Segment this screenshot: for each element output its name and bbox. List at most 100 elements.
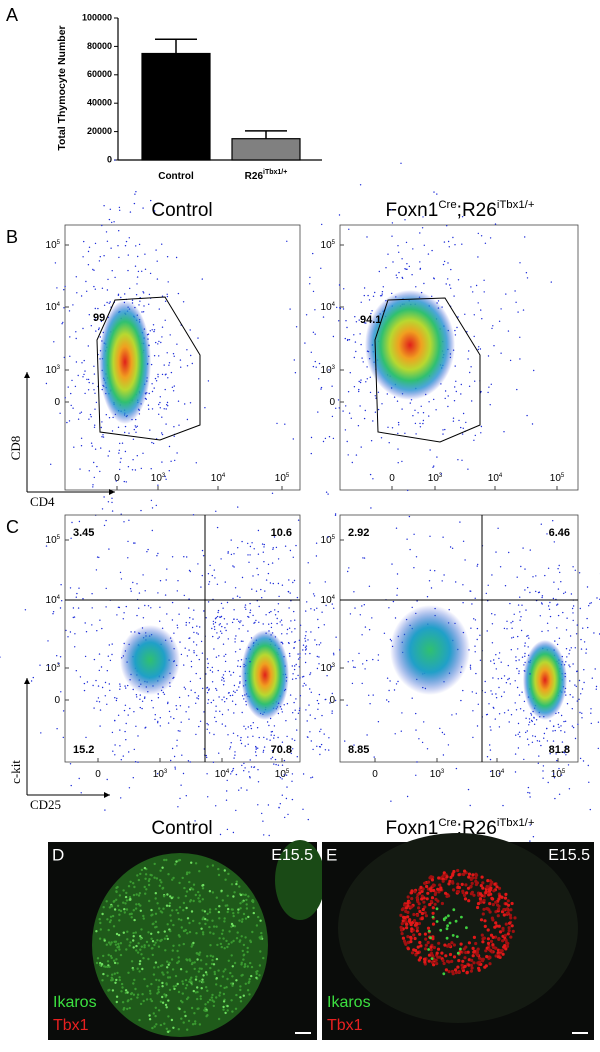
event-dot [135,245,136,246]
cell [164,949,166,951]
event-dot [70,393,71,394]
event-dot [492,693,493,694]
event-dot [284,424,285,425]
event-dot [156,505,157,506]
event-dot [392,261,393,262]
cell [489,910,492,913]
event-dot [165,301,166,302]
cell [257,916,259,918]
cell [401,922,404,925]
event-dot [463,541,464,542]
event-dot [180,367,181,368]
event-dot [84,393,85,394]
event-dot [120,572,121,573]
cell [488,890,491,893]
event-dot [245,680,246,681]
event-dot [253,623,254,624]
event-dot [161,244,162,245]
event-dot [354,607,355,608]
event-dot [396,683,397,684]
event-dot [530,549,531,550]
event-dot [230,746,231,747]
event-dot [364,604,365,605]
event-dot [299,640,300,641]
event-dot [508,330,509,331]
event-dot [374,756,375,757]
event-dot [535,736,536,737]
cell [219,992,221,994]
cell [484,925,487,928]
event-dot [268,573,269,574]
cell [226,946,228,948]
event-dot [293,557,294,558]
event-dot [293,611,294,612]
cell [97,957,99,959]
event-dot [553,598,554,599]
cell [223,993,225,995]
event-dot [524,656,525,657]
cell [114,962,116,964]
cell [159,885,161,887]
event-dot [560,725,561,726]
event-dot [577,724,578,725]
cell [191,963,193,965]
event-dot [500,308,501,309]
event-dot [95,449,96,450]
event-dot [397,433,398,434]
event-dot [188,719,189,720]
event-dot [472,710,473,711]
event-dot [165,476,166,477]
cell [154,1015,156,1017]
cell [447,914,450,917]
cell [449,922,452,925]
event-dot [195,734,196,735]
cell [426,897,429,900]
event-dot [72,304,73,305]
event-dot [302,649,303,650]
event-dot [153,707,154,708]
event-dot [348,454,349,455]
cell [419,944,422,947]
cell [212,891,214,893]
cell [115,941,117,943]
cell [160,910,162,912]
gate-value: 94.1 [360,314,381,326]
event-dot [167,402,168,403]
event-dot [218,670,219,671]
event-dot [511,628,512,629]
event-dot [515,771,516,772]
event-dot [167,703,168,704]
event-dot [569,788,570,789]
event-dot [234,692,235,693]
event-dot [296,664,297,665]
cell [170,920,172,922]
event-dot [215,622,216,623]
event-dot [538,592,539,593]
event-dot [560,581,561,582]
event-dot [373,296,374,297]
event-dot [339,407,340,408]
cell [108,929,110,931]
event-dot [135,469,136,470]
event-dot [353,591,354,592]
event-dot [287,629,288,630]
event-dot [455,334,456,335]
event-dot [573,727,574,728]
event-dot [120,462,121,463]
event-dot [97,556,98,557]
event-dot [575,647,576,648]
event-dot [412,415,413,416]
cell [186,873,188,875]
event-dot [454,400,455,401]
event-dot [289,653,290,654]
event-dot [201,641,202,642]
event-dot [583,682,584,683]
event-dot [218,610,219,611]
event-dot [407,796,408,797]
event-dot [370,474,371,475]
event-dot [316,543,317,544]
event-dot [278,603,279,604]
cell [113,901,115,903]
event-dot [70,631,71,632]
